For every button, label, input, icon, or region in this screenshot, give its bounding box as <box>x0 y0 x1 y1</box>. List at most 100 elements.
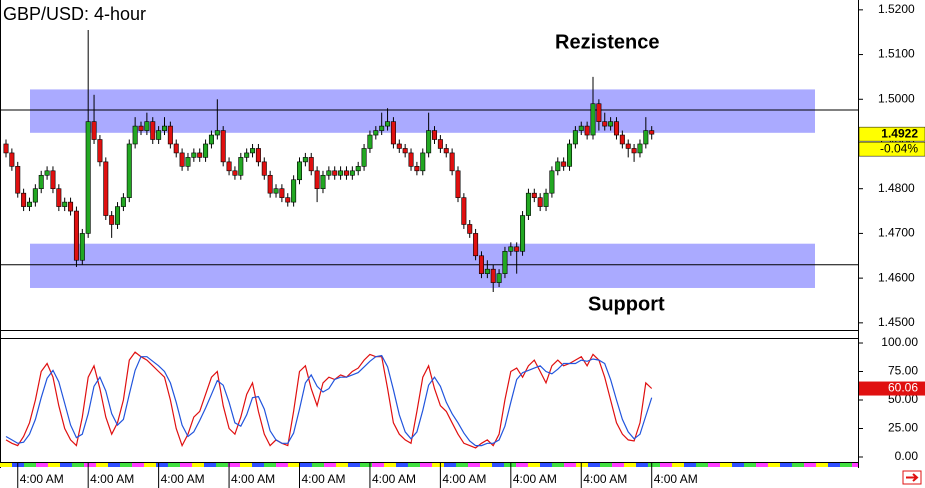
candle-body <box>179 152 185 167</box>
time-strip <box>216 463 228 467</box>
candle-body <box>326 170 332 176</box>
time-strip <box>48 463 60 467</box>
candle-body <box>537 197 543 207</box>
candle-body <box>238 157 244 176</box>
candle-body <box>267 174 273 194</box>
candle-body <box>455 170 461 198</box>
candle-body <box>338 170 344 176</box>
candle-body <box>150 121 156 140</box>
time-strip <box>60 463 72 467</box>
time-strip <box>828 463 840 467</box>
candle-body <box>355 166 361 172</box>
candle-body <box>244 152 250 158</box>
time-strip <box>528 463 540 467</box>
candle-body <box>279 188 285 198</box>
time-strip <box>192 463 204 467</box>
time-strip <box>504 463 516 467</box>
time-strip <box>612 463 624 467</box>
x-tick-label: 4:00 AM <box>583 472 627 486</box>
candle-body <box>332 170 338 176</box>
candle-body <box>220 130 226 163</box>
time-strip <box>108 463 120 467</box>
candle-body <box>197 152 203 158</box>
zone-band <box>30 89 815 133</box>
candle-body <box>255 148 261 163</box>
time-strip <box>300 463 312 467</box>
time-strip <box>276 463 288 467</box>
y-tick-label: 1.5000 <box>878 91 915 105</box>
time-strip <box>852 463 858 467</box>
candle-body <box>349 170 355 176</box>
x-tick-label: 4:00 AM <box>231 472 275 486</box>
candle-body <box>584 125 590 136</box>
y-tick-label: 1.5200 <box>878 2 915 16</box>
candle-body <box>91 121 97 140</box>
time-strip <box>312 463 324 467</box>
candle-body <box>79 233 85 261</box>
x-tick-label: 4:00 AM <box>654 472 698 486</box>
candle-body <box>56 188 62 207</box>
candle-body <box>449 152 455 172</box>
candle-body <box>590 103 596 136</box>
time-strip <box>708 463 720 467</box>
time-strip <box>468 463 480 467</box>
y-tick-label: 1.5100 <box>878 47 915 61</box>
stochastic-line <box>5 351 653 449</box>
stochastic-label: 60.06 <box>888 381 918 395</box>
chart-title: GBP/USD: 4-hour <box>3 4 146 24</box>
candle-body <box>320 174 326 189</box>
time-strip <box>36 463 48 467</box>
candle-body <box>572 130 578 145</box>
scroll-button[interactable] <box>902 470 922 485</box>
candle-body <box>291 179 297 203</box>
scroll-arrow[interactable] <box>906 473 919 482</box>
candle-body <box>619 134 625 145</box>
time-strip <box>120 463 132 467</box>
candle-body <box>97 139 103 163</box>
candle-body <box>226 161 232 172</box>
time-strip <box>264 463 276 467</box>
candle-body <box>21 192 27 207</box>
candle-body <box>514 246 520 252</box>
candle-body <box>502 251 508 274</box>
y-tick-label: 1.4700 <box>878 226 915 240</box>
candle-body <box>115 206 121 225</box>
candle-body <box>302 157 308 163</box>
candle-body <box>408 152 414 167</box>
time-strip <box>672 463 684 467</box>
x-tick-label: 4:00 AM <box>20 472 64 486</box>
time-strip <box>228 463 240 467</box>
candle-body <box>443 148 449 154</box>
time-strip <box>432 463 444 467</box>
candle-body <box>543 192 549 207</box>
y-tick-label: 50.00 <box>888 392 918 406</box>
candle-body <box>250 148 256 154</box>
candle-body <box>467 224 473 234</box>
time-strip <box>444 463 456 467</box>
time-strip <box>660 463 672 467</box>
candle-body <box>273 188 279 194</box>
time-strip <box>588 463 600 467</box>
time-strip <box>0 463 12 467</box>
time-strip <box>324 463 336 467</box>
candle-body <box>373 130 379 136</box>
time-strip <box>540 463 552 467</box>
time-strip <box>744 463 756 467</box>
candle-body <box>44 170 50 176</box>
time-strip <box>636 463 648 467</box>
time-strip <box>684 463 696 467</box>
candle-body <box>520 215 526 252</box>
candle-body <box>167 125 173 145</box>
time-strip <box>396 463 408 467</box>
time-strip <box>732 463 744 467</box>
candle-body <box>308 157 314 172</box>
y-tick-label: 1.4600 <box>878 270 915 284</box>
candle-body <box>126 143 132 198</box>
candle-body <box>343 170 349 176</box>
candle-body <box>173 143 179 154</box>
candle-body <box>38 174 44 189</box>
x-tick-label: 4:00 AM <box>302 472 346 486</box>
price-label: 1.4922 <box>881 126 918 140</box>
time-strip <box>564 463 576 467</box>
